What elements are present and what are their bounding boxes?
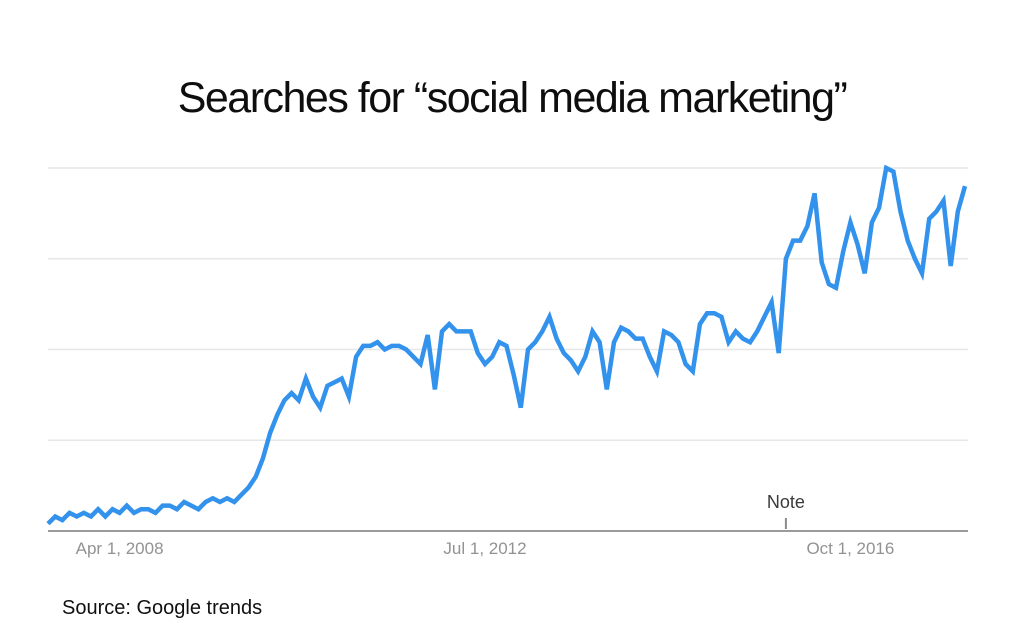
chart-title: Searches for “social media marketing” [177, 74, 848, 122]
x-axis-tick-label: Oct 1, 2016 [806, 539, 895, 558]
note-annotation: Note [766, 492, 805, 512]
source-caption: Source: Google trends [62, 597, 263, 619]
trend-line [46, 164, 968, 526]
x-axis-tick-label: Apr 1, 2008 [75, 539, 164, 558]
x-axis-tick-label: Jul 1, 2012 [443, 539, 527, 558]
